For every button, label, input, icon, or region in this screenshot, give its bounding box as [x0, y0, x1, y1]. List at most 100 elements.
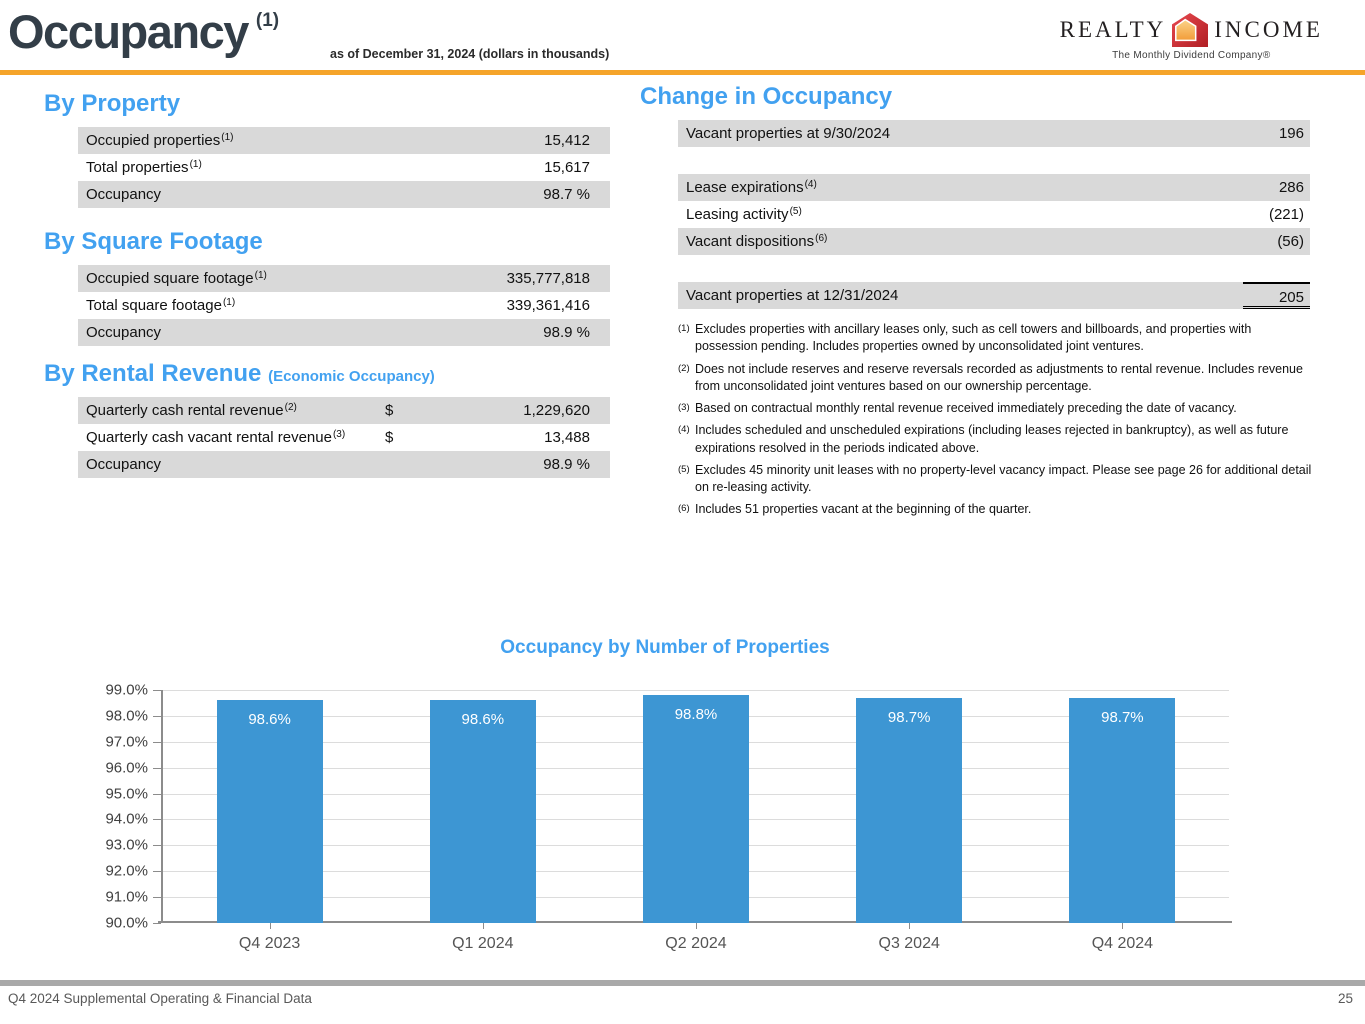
- chart-bar: 98.6%: [216, 700, 323, 923]
- change-in-occupancy-table: Vacant properties at 9/30/2024 196 Lease e…: [678, 120, 1310, 309]
- row-value: 98.9 %: [543, 324, 590, 341]
- section-heading-change-in-occupancy: Change in Occupancy: [640, 83, 893, 110]
- section-heading-by-rental-revenue: By Rental Revenue (Economic Occupancy): [44, 360, 435, 387]
- y-axis-label: 94.0%: [105, 810, 148, 828]
- y-axis-label: 90.0%: [105, 914, 148, 932]
- row-label-text: Quarterly cash rental revenue: [86, 402, 284, 419]
- row-label-text: Occupancy: [86, 456, 162, 473]
- row-label: Leasing activity(5): [678, 201, 1216, 228]
- row-label-text: Leasing activity: [686, 206, 789, 223]
- bar-value-label: 98.6%: [461, 711, 505, 729]
- section-by-rental-revenue: By Rental Revenue (Economic Occupancy) Q…: [44, 360, 619, 478]
- section-heading-by-property: By Property: [44, 90, 181, 117]
- row-value: 335,777,818: [506, 270, 590, 287]
- row-footnote-marker: (6): [815, 233, 828, 244]
- footnote-marker: (2): [678, 362, 690, 374]
- x-axis-label: Q2 2024: [665, 935, 727, 952]
- dollar-sign-cell: $: [385, 429, 394, 446]
- footnote-marker: (4): [678, 424, 690, 436]
- row-value: 13,488: [544, 429, 590, 446]
- table-row: Vacant dispositions(6) (56): [678, 228, 1310, 255]
- row-label-text: Total properties: [86, 159, 189, 176]
- dollar-sign-cell: [385, 292, 440, 319]
- row-label: Vacant properties at 12/31/2024: [678, 282, 1243, 309]
- row-label: Vacant dispositions(6): [678, 228, 1216, 255]
- y-axis-label: 99.0%: [105, 681, 148, 699]
- chart-x-tick: [482, 923, 484, 929]
- y-axis-label: 95.0%: [105, 785, 148, 803]
- table-row: Leasing activity(5) (221): [678, 201, 1310, 228]
- row-label: Occupancy: [78, 319, 385, 346]
- row-label: Occupancy: [78, 451, 385, 478]
- footnote-text: Based on contractual monthly rental reve…: [695, 401, 1237, 415]
- dollar-sign-cell: [385, 451, 440, 478]
- footnote-item: (3) Based on contractual monthly rental r…: [678, 400, 1314, 417]
- table-row: Occupancy 98.9 %: [78, 319, 610, 346]
- chart-y-tick: [153, 923, 161, 924]
- y-axis-label: 92.0%: [105, 862, 148, 880]
- y-axis-label: 98.0%: [105, 707, 148, 725]
- dollar-sign-cell: $: [385, 402, 394, 419]
- row-value: 15,412: [544, 132, 590, 149]
- chart-bar: 98.7%: [856, 697, 963, 923]
- footnote-text: Includes scheduled and unscheduled expir…: [695, 423, 1289, 455]
- row-footnote-marker: (1): [189, 159, 202, 170]
- footnote-item: (4) Includes scheduled and unscheduled ex…: [678, 422, 1314, 457]
- chart-y-axis-labels: 90.0% 91.0% 92.0% 93.0% 94.0% 95.0% 96.0% 97.0%…: [55, 682, 148, 932]
- footnote-item: (1) Excludes properties with ancillary le…: [678, 321, 1314, 356]
- row-label-text: Total square footage: [86, 297, 222, 314]
- row-label-text: Lease expirations: [686, 179, 804, 196]
- row-footnote-marker: (5): [789, 206, 802, 217]
- table-row: Lease expirations(4) 286: [678, 174, 1310, 201]
- dollar-sign-cell: [385, 127, 440, 154]
- dollar-sign-cell: [385, 265, 440, 292]
- row-label: Vacant properties at 9/30/2024: [678, 120, 1216, 147]
- table-row: Quarterly cash rental revenue(2) $1,229,6…: [78, 397, 610, 424]
- row-value: 98.9 %: [543, 456, 590, 473]
- row-value: 98.7 %: [543, 186, 590, 203]
- chart-bar: 98.7%: [1069, 697, 1176, 923]
- row-label: Total square footage(1): [78, 292, 385, 319]
- section-by-square-footage: By Square Footage Occupied square footag…: [44, 228, 619, 346]
- row-label: Total properties(1): [78, 154, 385, 181]
- chart-title: Occupancy by Number of Properties: [500, 637, 830, 658]
- accent-rule: [0, 70, 1365, 75]
- chart-x-tick: [269, 923, 271, 929]
- row-label: Occupancy: [78, 181, 385, 208]
- logo-tagline: The Monthly Dividend Company®: [1112, 50, 1271, 61]
- page-title: Occupancy (1): [8, 4, 279, 59]
- row-value: 339,361,416: [506, 297, 590, 314]
- by-square-footage-table: Occupied square footage(1) 335,777,818 Tot…: [78, 265, 610, 346]
- row-value: 205: [1243, 282, 1310, 309]
- row-value: (221): [1268, 206, 1304, 223]
- table-row: Occupied properties(1) 15,412: [78, 127, 610, 154]
- bar-value-label: 98.8%: [674, 706, 718, 724]
- chart-y-tick: [153, 767, 161, 769]
- x-axis-label: Q3 2024: [878, 935, 940, 952]
- chart-y-tick: [153, 871, 161, 873]
- chart-y-tick: [153, 793, 161, 795]
- footnote-marker: (3): [678, 402, 690, 413]
- chart-x-tick: [696, 923, 697, 929]
- row-value: (56): [1277, 233, 1304, 250]
- logo-word-income: INCOME: [1214, 17, 1323, 42]
- row-value: 1,229,620: [523, 402, 590, 419]
- title-footnote-marker: (1): [255, 10, 280, 31]
- company-logo: REALTY INCOME The Monthly D: [1060, 12, 1323, 61]
- row-label-text: Vacant dispositions: [686, 233, 815, 250]
- logo-word-realty: REALTY: [1059, 17, 1167, 42]
- bar-value-label: 98.7%: [1101, 708, 1144, 726]
- footer-document-title: Q4 2024 Supplemental Operating & Financi…: [8, 991, 312, 1006]
- row-label: Quarterly cash vacant rental revenue(3): [78, 424, 385, 451]
- y-axis-label: 97.0%: [105, 733, 148, 751]
- footnote-item: (5) Excludes 45 minority unit leases with…: [678, 462, 1314, 497]
- dollar-sign-cell: [385, 181, 440, 208]
- y-axis-label: 91.0%: [105, 888, 148, 906]
- row-footnote-marker: (3): [332, 429, 346, 440]
- table-spacer-row: [678, 147, 1310, 174]
- by-rental-revenue-table: Quarterly cash rental revenue(2) $1,229,6…: [78, 397, 610, 478]
- table-row: Vacant properties at 12/31/2024 205: [678, 282, 1310, 309]
- row-value: 286: [1278, 179, 1304, 196]
- row-label-text: Vacant properties at 12/31/2024: [686, 287, 899, 304]
